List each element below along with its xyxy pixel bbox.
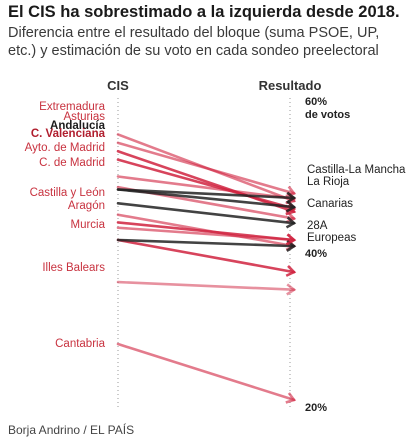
chart-title: El CIS ha sobrestimado a la izquierda de… [8,3,400,21]
y-tick-60-sublabel: de votos [305,109,350,121]
left-label-cantabria: Cantabria [55,338,105,350]
right-label-europeas: Europeas [307,232,356,244]
chart-subtitle: Diferencia entre el resultado del bloque… [8,25,380,59]
left-label-illes-balears: Illes Balears [42,262,105,274]
left-label-castilla-y-leon: Castilla y León [30,187,105,199]
left-label-c-de-madrid: C. de Madrid [39,157,105,169]
y-tick-40: 40% [305,248,327,260]
right-label-la-rioja: La Rioja [307,176,350,188]
slope-line-canarias [116,201,296,225]
slope-line-la-rioja [116,188,296,209]
y-ticks: 60%de votos 40% 20% [305,96,350,414]
cis-axis-header: CIS [107,78,129,93]
slope-line-28a [116,238,296,248]
slope-line-europeas [116,221,296,242]
right-label-canarias: Canarias [307,198,353,210]
right-label-28a: 28A [307,220,328,232]
arrowhead-illes-balears [286,283,297,296]
arrowhead-la-rioja [285,200,297,213]
slope-line-castilla-la-mancha [116,188,296,200]
source-credit: Borja Andrino / EL PAÍS [8,423,135,437]
slope-line-illes-balears [116,280,296,292]
left-label-asturias: Asturias [63,111,105,123]
slope-line-ayto-de-madrid [116,175,296,200]
arrowhead-c-de-madrid [285,211,297,224]
y-tick-60: 60% [305,96,327,108]
arrowhead-cantabria [285,392,297,404]
left-label-andalucia: Andalucía [50,120,106,132]
slope-line-cantabria [116,342,296,402]
left-label-murcia: Murcia [70,219,105,231]
right-label-castilla-la-mancha: Castilla-La Mancha [307,164,406,176]
slope-line-c-valenciana [116,158,296,210]
y-tick-20: 20% [305,402,327,414]
arrowhead-castilla-la-mancha [286,191,297,204]
left-label-extremadura: Extremadura [39,101,105,113]
arrowhead-canarias [285,216,297,229]
left-label-c-valenciana: C. Valenciana [31,128,106,140]
arrowhead-murcia [285,265,297,277]
slope-line-murcia [116,238,296,274]
slope-lines [116,133,297,404]
resultado-axis-header: Resultado [259,78,322,93]
slope-line-asturias [116,141,296,195]
left-label-ayto-de-madrid: Ayto. de Madrid [25,142,105,154]
left-label-aragon: Aragón [68,200,105,212]
arrowhead-europeas [285,233,297,246]
